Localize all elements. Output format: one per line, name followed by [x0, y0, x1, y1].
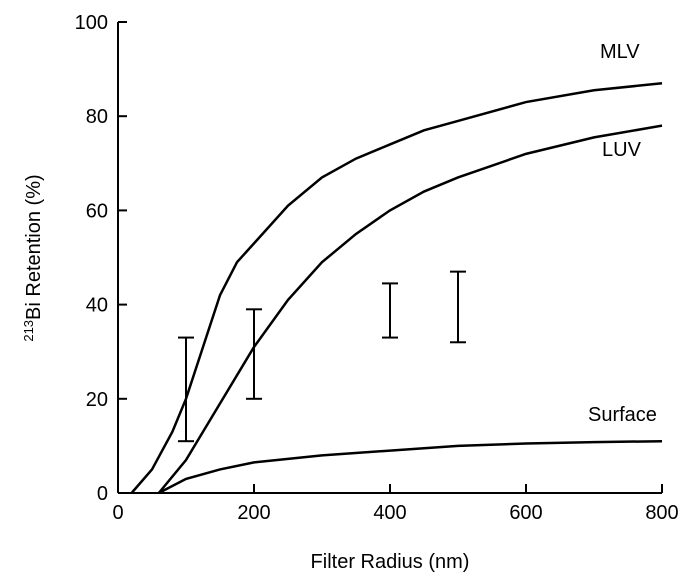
y-axis-label-sup: 213 [21, 320, 36, 342]
y-tick-label: 100 [75, 12, 108, 34]
x-tick-label: 800 [645, 502, 678, 524]
line-series [158, 439, 663, 495]
x-tick-label: 200 [237, 502, 270, 524]
y-tick-label: 80 [86, 106, 108, 128]
y-tick-label: 20 [86, 389, 108, 411]
series-label: MLV [600, 41, 640, 63]
series-label: LUV [602, 139, 642, 161]
y-tick-label: 40 [86, 295, 108, 317]
x-tick-label: 400 [373, 502, 406, 524]
y-tick-label: 0 [97, 483, 108, 505]
y-axis-label-text: Bi Retention (%) [23, 174, 45, 320]
y-axis-label: 213Bi Retention (%) [21, 174, 45, 341]
x-axis-label: Filter Radius (nm) [311, 551, 470, 573]
line-series [157, 124, 663, 494]
y-tick-label: 60 [86, 200, 108, 222]
series-label: Surface [588, 404, 657, 426]
x-tick-label: 600 [509, 502, 542, 524]
line-series [130, 81, 663, 494]
x-tick-label: 0 [112, 502, 123, 524]
